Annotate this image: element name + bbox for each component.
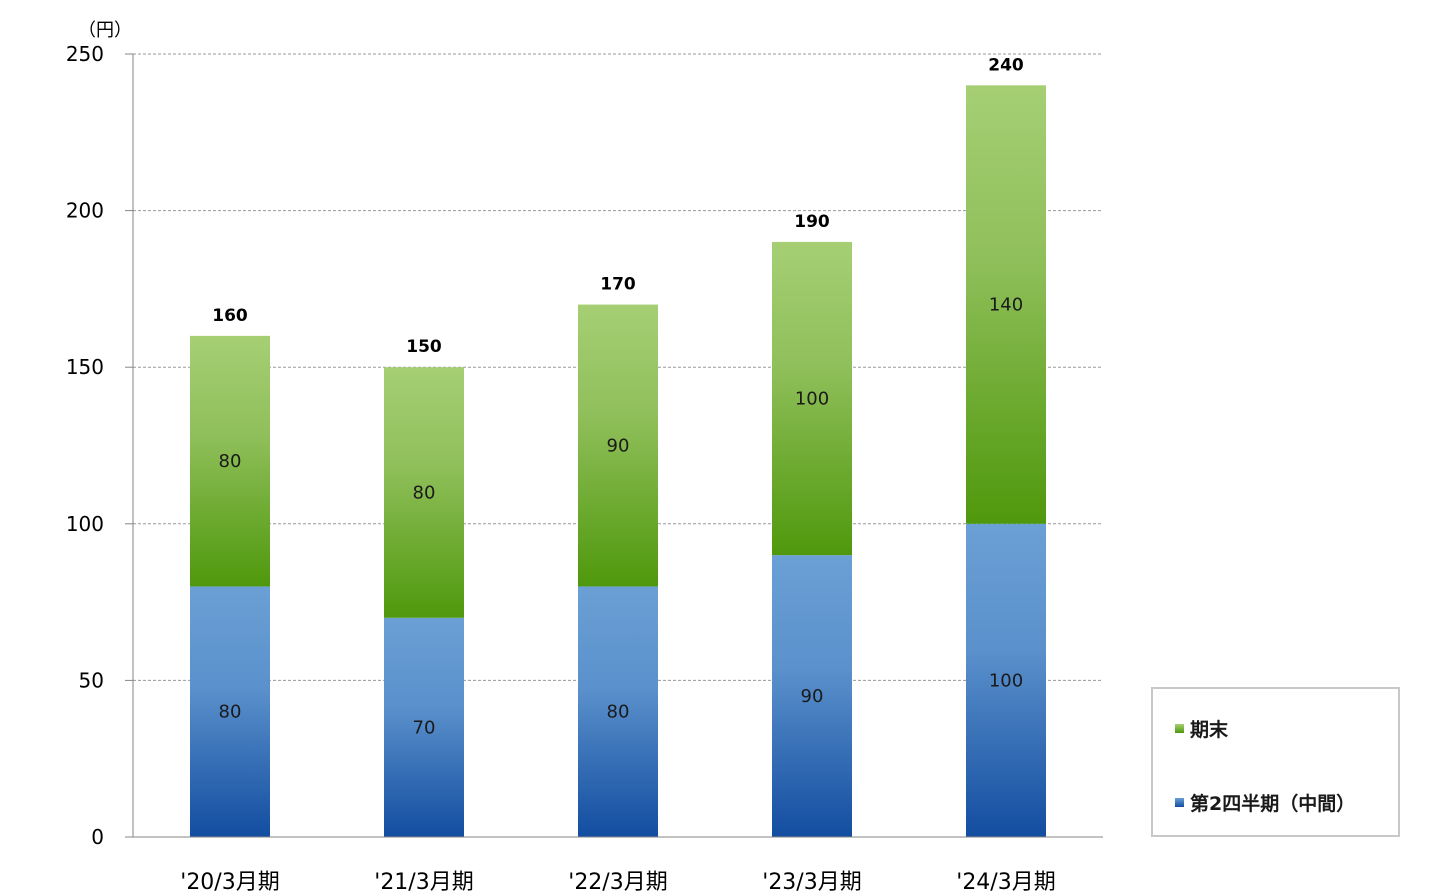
y-tick-label: 200	[66, 199, 104, 223]
y-unit-label: （円）	[78, 20, 132, 41]
x-tick-label: '23/3月期	[762, 870, 861, 895]
y-tick-label: 50	[79, 668, 104, 692]
legend-swatch-blue	[1175, 798, 1184, 807]
y-tick-label: 250	[66, 42, 104, 66]
legend-label-year-end: 期末	[1190, 719, 1229, 741]
bar-segment-year-end	[966, 85, 1046, 524]
data-label: 70	[413, 717, 436, 738]
x-tick-label: '22/3月期	[568, 870, 667, 895]
legend: 期末 第2四半期（中間）	[1151, 687, 1400, 837]
legend-item-year-end: 期末	[1175, 715, 1228, 742]
y-tick-label: 150	[66, 355, 104, 379]
data-label: 140	[989, 295, 1023, 316]
bar-segment-year-end	[772, 241, 852, 556]
bar-segment-year-end	[578, 304, 658, 587]
total-label: 150	[406, 337, 442, 357]
legend-label-interim: 第2四半期（中間）	[1190, 793, 1356, 815]
y-tick-label: 100	[66, 512, 104, 536]
total-label: 160	[212, 306, 248, 326]
data-label: 100	[989, 670, 1023, 691]
x-tick-label: '21/3月期	[374, 870, 473, 895]
bar-segment-interim	[384, 617, 464, 837]
bar-segment-interim	[578, 586, 658, 837]
bar-segment-interim	[966, 523, 1046, 837]
bar-segment-interim	[190, 586, 270, 837]
bar-segment-interim	[772, 555, 852, 837]
y-tick-label: 0	[91, 825, 104, 849]
total-label: 170	[600, 275, 636, 295]
legend-item-interim: 第2四半期（中間）	[1175, 789, 1355, 816]
data-label: 80	[219, 702, 242, 723]
x-tick-label: '20/3月期	[180, 870, 279, 895]
data-label: 80	[413, 482, 436, 503]
data-label: 90	[607, 436, 630, 457]
total-label: 190	[794, 212, 830, 232]
data-label: 100	[795, 389, 829, 410]
x-tick-label: '24/3月期	[956, 870, 1055, 895]
total-label: 240	[988, 55, 1024, 75]
data-label: 80	[607, 702, 630, 723]
data-label: 80	[219, 451, 242, 472]
data-label: 90	[801, 686, 824, 707]
legend-swatch-green	[1175, 724, 1184, 733]
bar-segment-year-end	[190, 335, 270, 587]
bar-segment-year-end	[384, 367, 464, 618]
